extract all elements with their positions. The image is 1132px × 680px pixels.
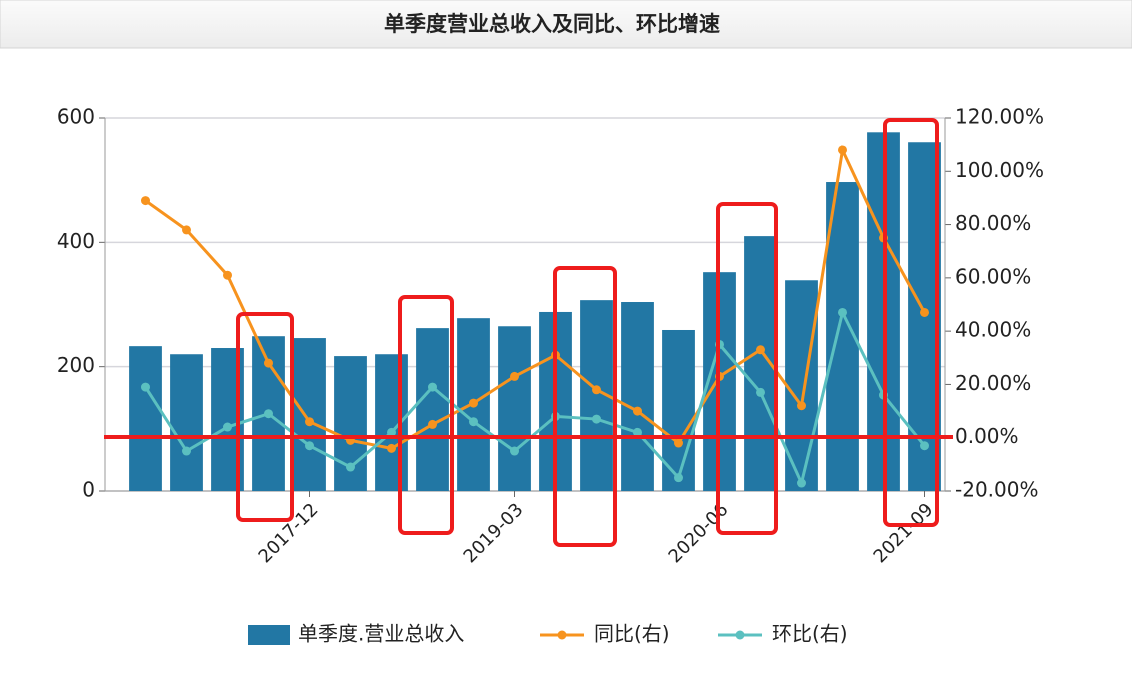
point [305, 417, 314, 427]
point [182, 225, 191, 235]
y2-tick-label: 20.00% [955, 371, 1031, 395]
y2-tick-label: 120.00% [955, 105, 1044, 129]
bar [621, 302, 654, 491]
line [144, 144, 926, 450]
highlight-box [398, 295, 454, 535]
point [797, 478, 806, 488]
point [674, 473, 683, 483]
line [144, 308, 926, 488]
point [838, 307, 847, 317]
highlight-box [716, 202, 778, 535]
point [510, 371, 519, 381]
x-tick-label: 2021-09 [870, 499, 938, 567]
point [469, 398, 478, 408]
point [141, 196, 150, 206]
y2-tick-label: 40.00% [955, 318, 1031, 342]
point [141, 382, 150, 392]
legend-swatch [248, 625, 290, 645]
highlight-box [236, 312, 294, 522]
point [592, 414, 601, 424]
x-tick-label: 2017-12 [255, 499, 323, 567]
point [838, 145, 847, 155]
legend-label: 单季度.营业总收入 [298, 622, 464, 646]
y-tick-label: 200 [57, 353, 95, 377]
point [223, 422, 232, 432]
point [674, 438, 683, 448]
point [264, 409, 273, 419]
point [387, 443, 396, 453]
bar [293, 338, 326, 491]
point [920, 307, 929, 317]
point [264, 358, 273, 368]
point [797, 401, 806, 411]
point [920, 441, 929, 451]
y2-tick-label: 0.00% [955, 424, 1019, 448]
highlight-box [883, 118, 939, 527]
point [182, 446, 191, 456]
point [428, 419, 437, 429]
legend-swatch [557, 630, 567, 640]
legend-swatch [735, 630, 745, 640]
bar [170, 354, 203, 491]
y2-tick-label: 60.00% [955, 264, 1031, 288]
point [346, 462, 355, 472]
y2-tick-label: 80.00% [955, 211, 1031, 235]
point [387, 427, 396, 437]
point [756, 387, 765, 397]
point [223, 270, 232, 280]
chart-title: 单季度营业总收入及同比、环比增速 [384, 12, 720, 36]
header-bar [0, 0, 1132, 49]
y2-tick-label: 100.00% [955, 158, 1044, 182]
point [633, 427, 642, 437]
point [510, 446, 519, 456]
point [756, 345, 765, 355]
point [592, 385, 601, 395]
point [305, 441, 314, 451]
bar [375, 354, 408, 491]
legend-label: 环比(右) [772, 622, 848, 646]
legend-label: 同比(右) [594, 622, 670, 646]
bar [498, 326, 531, 491]
annotations [104, 118, 953, 547]
bar [129, 346, 162, 491]
point [633, 406, 642, 416]
y-tick-label: 0 [82, 478, 95, 502]
y2-tick-label: -20.00% [955, 478, 1038, 502]
point [469, 417, 478, 427]
point [428, 382, 437, 392]
x-tick-label: 2019-03 [460, 499, 528, 567]
y-tick-label: 400 [57, 229, 95, 253]
plot-area: 0 200 400 600 -20.00% 0.00% 20.00% 40.00% 60.00%… [57, 105, 1044, 568]
y-tick-label: 600 [57, 105, 95, 129]
bar [416, 328, 449, 491]
highlight-box [553, 266, 617, 547]
